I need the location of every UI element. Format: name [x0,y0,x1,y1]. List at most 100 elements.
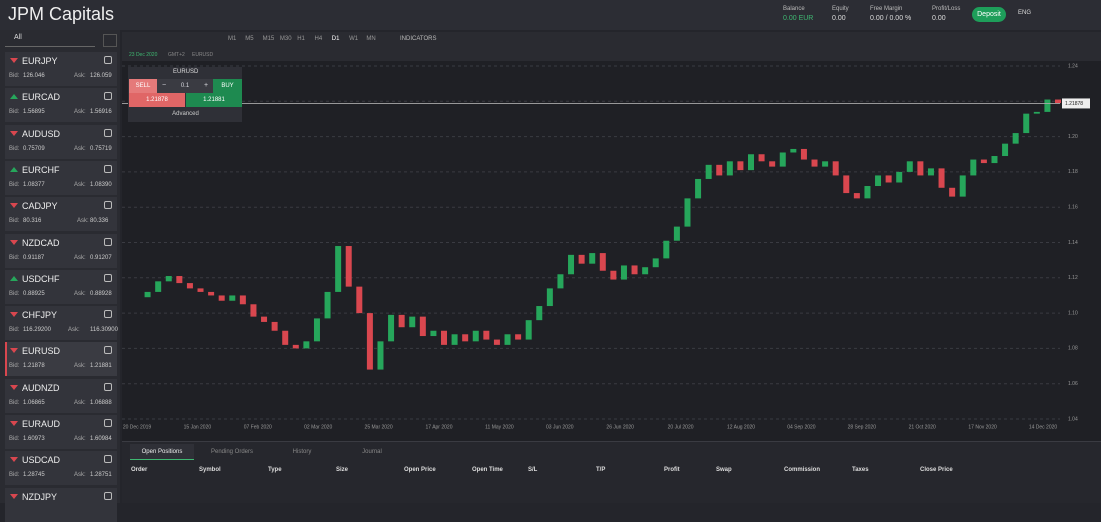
instrument-card[interactable] [5,269,117,304]
trade-symbol: EURUSD [173,69,199,75]
favorite-star[interactable] [104,491,112,500]
ask: 1.21881 [90,363,112,370]
timeframe[interactable]: W1 [349,36,359,42]
candle [398,314,405,328]
instrument-card[interactable] [5,378,117,413]
tab[interactable]: Open Positions [130,444,194,460]
ask-label: Ask: [74,254,86,261]
favorite-star[interactable] [104,346,112,355]
candle [705,164,712,179]
instrument-card[interactable] [5,160,117,195]
candle [917,161,924,176]
search-box[interactable] [103,34,117,47]
instrument-card[interactable] [5,306,117,341]
favorite-star[interactable] [104,237,112,246]
bid-label: Bid: [9,218,20,225]
x-tick-label: 25 Mar 2020 [365,424,393,430]
timeframe[interactable]: MN [366,36,376,42]
favorite-star[interactable] [104,56,112,64]
instrument-card[interactable] [5,124,117,159]
minus[interactable]: − [157,79,171,93]
tab[interactable]: History [292,449,312,455]
timeframe[interactable]: M5 [245,36,254,42]
timeframe[interactable]: H1 [297,36,305,42]
candle [896,171,903,183]
indicators[interactable]: INDICATORS [400,36,437,42]
candle [642,267,649,275]
column-header: T/P [596,467,606,473]
timeframe[interactable]: M15 [262,36,275,42]
x-tick-label: 20 Dec 2019 [123,424,152,430]
instrument-card[interactable] [5,342,117,377]
quantity[interactable]: 0.1 [171,79,199,93]
sell-price[interactable]: 1.21878 [129,93,185,107]
favorite-star[interactable] [104,164,112,173]
bid: 1.28745 [23,472,45,479]
column-header: Order [131,467,148,473]
favorite-star[interactable] [104,128,112,137]
ask-label: Ask: [77,218,89,225]
candle [610,270,617,280]
candle [388,314,395,342]
candle [800,148,807,160]
candle [822,161,829,167]
instrument-card[interactable] [5,197,117,232]
candle [493,339,500,345]
language[interactable]: ENG [1018,10,1032,16]
app: 1.041.061.081.101.121.141.161.181.201.22… [5,4,1101,522]
candle [843,175,850,194]
timeframe[interactable]: D1 [331,36,340,42]
symbol: NZDJPY [22,491,58,502]
favorite-star[interactable] [104,455,112,464]
timeframe[interactable]: M30 [279,36,292,42]
favorite-star[interactable] [104,201,112,210]
candle [335,246,342,292]
candle [864,186,871,199]
ask: 1.06888 [90,399,112,406]
sell-button[interactable]: SELL [129,79,157,93]
plus[interactable]: + [199,79,213,93]
candle [176,276,183,284]
tab[interactable]: Pending Orders [210,449,254,455]
ask-label: Ask: [74,363,86,370]
x-tick-label: 20 Jul 2020 [668,424,694,430]
candle [695,178,702,199]
advanced[interactable]: Advanced [172,111,199,117]
favorite-star[interactable] [104,419,112,427]
candle [811,159,818,167]
ask: 0.91207 [90,254,112,261]
direction-arrow [10,58,18,63]
instrument-card[interactable] [5,233,117,268]
buy-button[interactable]: BUY [213,79,242,93]
direction-arrow [10,421,18,426]
timeframe[interactable]: M1 [228,36,237,42]
favorite-star[interactable] [104,310,112,319]
deposit-button[interactable]: Deposit [972,7,1006,22]
symbol: CADJPY [22,201,58,212]
favorite-star[interactable] [104,92,112,101]
x-tick-label: 17 Apr 2020 [426,424,453,430]
tab[interactable]: Journal [362,449,382,455]
candle [737,161,744,171]
candle [970,159,977,176]
candle [1012,133,1019,144]
instrument-card[interactable] [5,415,117,449]
column-header: Close Price [920,467,953,473]
ask-label: Ask: [74,436,86,442]
instrument-card[interactable] [5,52,117,86]
stat-label: Equity [832,6,849,12]
buy-price[interactable]: 1.21881 [186,93,242,107]
ask-label: Ask: [74,181,86,188]
favorite-star[interactable] [104,382,112,391]
candle [832,161,839,176]
filter[interactable]: All [5,34,95,47]
ask: 126.059 [90,73,112,79]
bid: 126.046 [23,73,45,79]
favorite-star[interactable] [104,273,112,282]
candle [1055,99,1061,104]
bid: 80.316 [23,218,42,225]
instrument-card[interactable] [5,88,117,123]
timeframe[interactable]: H4 [314,36,323,42]
symbol: EURCAD [22,92,61,103]
instrument-card[interactable] [5,451,117,486]
